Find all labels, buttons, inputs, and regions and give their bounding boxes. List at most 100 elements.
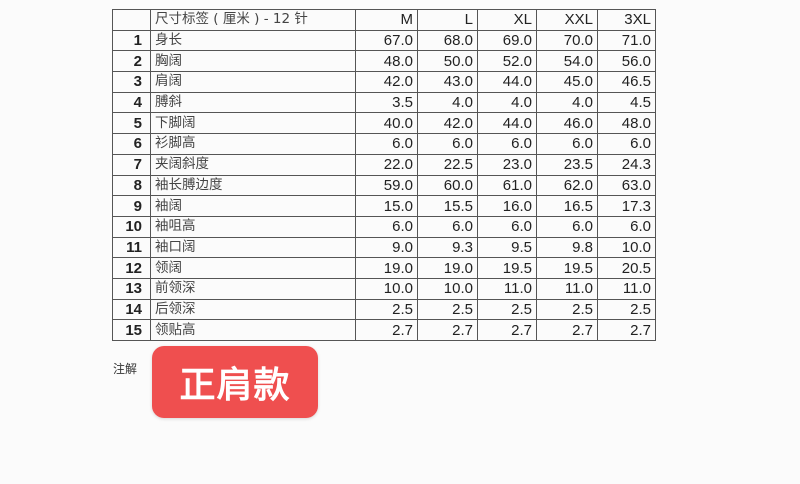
style-badge: 正肩款 xyxy=(152,346,318,418)
table-row: 7 夹阔斜度 22.0 22.5 23.0 23.5 24.3 xyxy=(112,153,656,176)
row-number: 9 xyxy=(112,195,151,217)
measurement-value: 6.0 xyxy=(417,133,478,155)
row-number: 12 xyxy=(112,257,151,279)
measurement-label: 领贴高 xyxy=(150,319,356,341)
measurement-value: 2.5 xyxy=(355,298,418,321)
size-chart-table: 尺寸标签 ( 厘米 ) - 12 针 M L XL XXL 3XL 1 身长 67.… xyxy=(112,9,656,341)
row-number: 1 xyxy=(112,29,151,52)
table-row: 1 身长 67.0 68.0 69.0 70.0 71.0 xyxy=(112,29,656,52)
table-header-row: 尺寸标签 ( 厘米 ) - 12 针 M L XL XXL 3XL xyxy=(112,9,656,31)
measurement-value: 2.5 xyxy=(597,298,656,321)
measurement-value: 23.5 xyxy=(536,153,598,176)
measurement-value: 17.3 xyxy=(597,195,656,217)
measurement-label: 下脚阔 xyxy=(150,112,356,135)
table-row: 3 肩阔 42.0 43.0 44.0 45.0 46.5 xyxy=(112,71,656,93)
measurement-value: 50.0 xyxy=(417,50,478,73)
measurement-value: 48.0 xyxy=(597,112,656,135)
measurement-value: 9.0 xyxy=(355,236,418,259)
table-row: 14 后领深 2.5 2.5 2.5 2.5 2.5 xyxy=(112,298,656,321)
measurement-value: 45.0 xyxy=(536,71,598,93)
measurement-value: 71.0 xyxy=(597,29,656,52)
table-row: 8 袖长膊边度 59.0 60.0 61.0 62.0 63.0 xyxy=(112,174,656,197)
table-row: 15 领贴高 2.7 2.7 2.7 2.7 2.7 xyxy=(112,319,656,341)
measurement-value: 62.0 xyxy=(536,174,598,197)
measurement-value: 2.7 xyxy=(597,319,656,341)
row-number: 15 xyxy=(112,319,151,341)
row-number: 4 xyxy=(112,91,151,114)
measurement-label: 膊斜 xyxy=(150,91,356,114)
measurement-value: 68.0 xyxy=(417,29,478,52)
measurement-value: 15.0 xyxy=(355,195,418,217)
measurement-value: 67.0 xyxy=(355,29,418,52)
measurement-label: 夹阔斜度 xyxy=(150,153,356,176)
measurement-value: 9.8 xyxy=(536,236,598,259)
measurement-value: 4.0 xyxy=(536,91,598,114)
measurement-value: 44.0 xyxy=(477,112,537,135)
measurement-value: 4.0 xyxy=(417,91,478,114)
table-row: 5 下脚阔 40.0 42.0 44.0 46.0 48.0 xyxy=(112,112,656,135)
measurement-value: 59.0 xyxy=(355,174,418,197)
row-number: 5 xyxy=(112,112,151,135)
measurement-value: 19.5 xyxy=(536,257,598,279)
measurement-label: 袖长膊边度 xyxy=(150,174,356,197)
measurement-value: 6.0 xyxy=(355,133,418,155)
measurement-value: 43.0 xyxy=(417,71,478,93)
size-header-xxl: XXL xyxy=(536,9,598,31)
measurement-label: 前领深 xyxy=(150,277,356,300)
size-header-xl: XL xyxy=(477,9,537,31)
row-number-header xyxy=(112,9,151,31)
measurement-value: 69.0 xyxy=(477,29,537,52)
measurement-value: 19.5 xyxy=(477,257,537,279)
measurement-value: 2.5 xyxy=(536,298,598,321)
measurement-value: 46.0 xyxy=(536,112,598,135)
measurement-label: 身长 xyxy=(150,29,356,52)
measurement-value: 10.0 xyxy=(355,277,418,300)
measurement-value: 4.5 xyxy=(597,91,656,114)
measurement-value: 42.0 xyxy=(355,71,418,93)
measurement-value: 9.3 xyxy=(417,236,478,259)
measurement-value: 19.0 xyxy=(355,257,418,279)
measurement-value: 54.0 xyxy=(536,50,598,73)
size-header-m: M xyxy=(355,9,418,31)
measurement-value: 61.0 xyxy=(477,174,537,197)
measurement-value: 3.5 xyxy=(355,91,418,114)
measurement-value: 2.7 xyxy=(536,319,598,341)
measurement-value: 6.0 xyxy=(597,133,656,155)
measurement-value: 6.0 xyxy=(477,133,537,155)
table-row: 12 领阔 19.0 19.0 19.5 19.5 20.5 xyxy=(112,257,656,279)
measurement-value: 22.5 xyxy=(417,153,478,176)
measurement-value: 6.0 xyxy=(477,215,537,238)
measurement-value: 16.0 xyxy=(477,195,537,217)
table-row: 6 衫脚高 6.0 6.0 6.0 6.0 6.0 xyxy=(112,133,656,155)
table-row: 10 袖咀高 6.0 6.0 6.0 6.0 6.0 xyxy=(112,215,656,238)
measurement-value: 44.0 xyxy=(477,71,537,93)
size-header-3xl: 3XL xyxy=(597,9,656,31)
row-number: 8 xyxy=(112,174,151,197)
row-number: 2 xyxy=(112,50,151,73)
row-number: 3 xyxy=(112,71,151,93)
measurement-value: 16.5 xyxy=(536,195,598,217)
measurement-value: 20.5 xyxy=(597,257,656,279)
row-number: 7 xyxy=(112,153,151,176)
measurement-value: 2.5 xyxy=(477,298,537,321)
measurement-label: 胸阔 xyxy=(150,50,356,73)
measurement-value: 11.0 xyxy=(597,277,656,300)
measurement-value: 4.0 xyxy=(477,91,537,114)
measurement-label: 衫脚高 xyxy=(150,133,356,155)
measurement-value: 52.0 xyxy=(477,50,537,73)
table-row: 9 袖阔 15.0 15.5 16.0 16.5 17.3 xyxy=(112,195,656,217)
row-number: 11 xyxy=(112,236,151,259)
measurement-value: 6.0 xyxy=(355,215,418,238)
measurement-value: 6.0 xyxy=(597,215,656,238)
measurement-value: 46.5 xyxy=(597,71,656,93)
row-number: 10 xyxy=(112,215,151,238)
table-row: 2 胸阔 48.0 50.0 52.0 54.0 56.0 xyxy=(112,50,656,73)
measurement-value: 48.0 xyxy=(355,50,418,73)
measurement-value: 40.0 xyxy=(355,112,418,135)
note-label: 注解 xyxy=(113,362,138,376)
measurement-label: 袖阔 xyxy=(150,195,356,217)
size-label-header: 尺寸标签 ( 厘米 ) - 12 针 xyxy=(150,9,356,31)
measurement-value: 6.0 xyxy=(536,215,598,238)
measurement-value: 9.5 xyxy=(477,236,537,259)
measurement-value: 11.0 xyxy=(536,277,598,300)
